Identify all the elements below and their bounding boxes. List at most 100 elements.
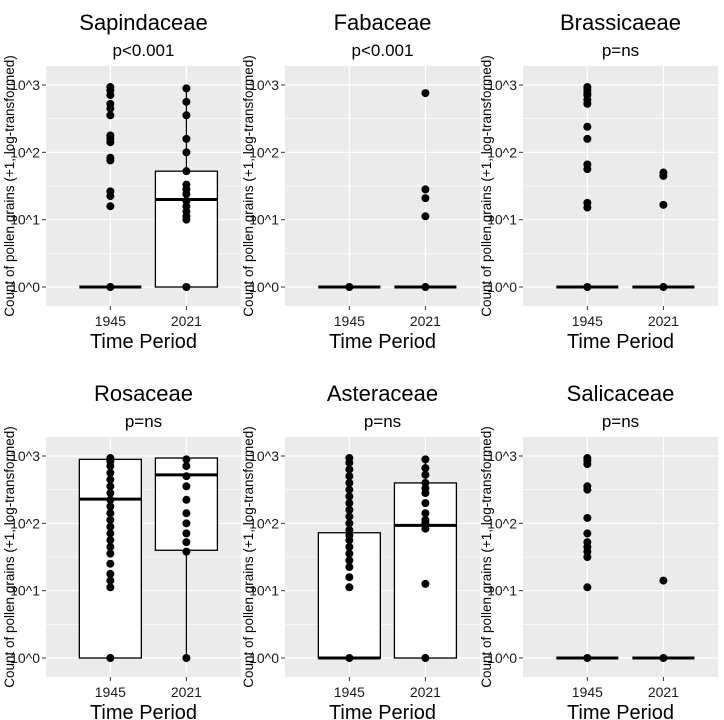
panel-sapindaceae-data-point bbox=[106, 83, 115, 92]
panel-asteraceae-x-tick-label: 1945 bbox=[334, 684, 365, 700]
panel-rosaceae-pvalue: p=ns bbox=[125, 412, 162, 431]
panel-salicaceae-x-axis-title: Time Period bbox=[567, 702, 674, 720]
panel-rosaceae-data-point bbox=[106, 515, 115, 524]
panel-salicaceae-data-point bbox=[583, 482, 592, 491]
panel-asteraceae-data-point bbox=[345, 542, 354, 551]
panel-fabaceae-data-point bbox=[421, 89, 430, 98]
panel-sapindaceae-data-point bbox=[182, 134, 191, 143]
panel-brassicaeae-y-tick-label: 10^2 bbox=[487, 144, 517, 160]
panel-rosaceae-x-tick-label: 2021 bbox=[171, 684, 202, 700]
panel-asteraceae-data-point bbox=[345, 505, 354, 514]
panel-rosaceae-data-point bbox=[182, 495, 191, 504]
panel-asteraceae-data-point bbox=[345, 454, 354, 463]
panel-asteraceae-data-point bbox=[345, 563, 354, 572]
panel-salicaceae-data-point bbox=[583, 583, 592, 592]
panel-brassicaeae-title: Brassicaeae bbox=[560, 10, 681, 35]
panel-salicaceae-y-tick-label: 10^3 bbox=[487, 448, 517, 464]
panel-brassicaeae-pvalue: p=ns bbox=[602, 41, 639, 60]
panel-sapindaceae-data-point bbox=[182, 148, 191, 157]
panel-brassicaeae-data-point bbox=[583, 283, 592, 291]
panel-rosaceae-data-point bbox=[106, 509, 115, 518]
panel-sapindaceae-data-point bbox=[106, 187, 115, 196]
panel-asteraceae-y-tick-label: 10^2 bbox=[249, 515, 279, 531]
panel-asteraceae-data-point bbox=[345, 583, 354, 592]
panel-rosaceae-data-point bbox=[106, 489, 115, 498]
panel-rosaceae-data-point bbox=[106, 475, 115, 484]
panel-rosaceae-data-point bbox=[182, 455, 191, 464]
panel-sapindaceae-pvalue: p<0.001 bbox=[113, 41, 175, 60]
panel-rosaceae-x-axis-title: Time Period bbox=[90, 702, 197, 720]
panel-rosaceae-data-point bbox=[182, 538, 191, 547]
panel-asteraceae-data-point bbox=[421, 464, 430, 473]
panel-rosaceae-y-tick-label: 10^1 bbox=[10, 583, 40, 599]
panel-asteraceae-data-point bbox=[421, 499, 430, 508]
panel-rosaceae-data-point bbox=[182, 519, 191, 528]
panel-sapindaceae-y-tick-label: 10^1 bbox=[10, 212, 40, 228]
panel-fabaceae-y-tick-label: 10^0 bbox=[249, 279, 279, 295]
panel-rosaceae-data-point bbox=[182, 482, 191, 491]
panel-fabaceae-x-tick-label: 1945 bbox=[334, 313, 365, 329]
panel-salicaceae-data-point bbox=[583, 538, 592, 547]
panel-rosaceae-data-point bbox=[106, 495, 115, 504]
panel-asteraceae-data-point bbox=[345, 654, 354, 662]
panel-salicaceae-y-axis-title: Count of pollen grains (+1, log-transfor… bbox=[479, 426, 494, 688]
panel-sapindaceae-data-point bbox=[182, 167, 191, 176]
panel-salicaceae-data-point bbox=[583, 454, 592, 463]
panel-fabaceae-y-tick-label: 10^3 bbox=[249, 77, 279, 93]
panel-rosaceae-data-point bbox=[106, 536, 115, 545]
panel-salicaceae-y-tick-label: 10^0 bbox=[487, 650, 517, 666]
panel-salicaceae-data-point bbox=[583, 654, 592, 662]
panel-asteraceae-y-tick-label: 10^3 bbox=[249, 448, 279, 464]
panel-asteraceae-data-point bbox=[345, 549, 354, 558]
panel-asteraceae-data-point bbox=[421, 579, 430, 588]
panel-brassicaeae-y-tick-label: 10^0 bbox=[487, 279, 517, 295]
panel-sapindaceae-data-point bbox=[106, 131, 115, 140]
panel-sapindaceae-x-tick-label: 1945 bbox=[95, 313, 126, 329]
panel-salicaceae-data-point bbox=[583, 529, 592, 538]
panel-rosaceae-data-point bbox=[106, 583, 115, 592]
panel-rosaceae-title: Rosaceae bbox=[94, 381, 193, 406]
panel-asteraceae-x-tick-label: 2021 bbox=[410, 684, 441, 700]
panel-asteraceae-data-point bbox=[421, 509, 430, 518]
panel-asteraceae-data-point bbox=[421, 515, 430, 524]
panel-rosaceae-data-point bbox=[106, 468, 115, 477]
panel-fabaceae-y-tick-label: 10^2 bbox=[249, 144, 279, 160]
panel-asteraceae-data-point bbox=[421, 478, 430, 487]
panel-asteraceae-data-point bbox=[421, 654, 430, 662]
panel-rosaceae-data-point bbox=[106, 559, 115, 568]
panel-fabaceae-x-axis-title: Time Period bbox=[329, 331, 436, 353]
panel-salicaceae-pvalue: p=ns bbox=[602, 412, 639, 431]
panel-salicaceae-x-tick-label: 2021 bbox=[648, 684, 679, 700]
panel-sapindaceae-x-axis-title: Time Period bbox=[90, 331, 197, 353]
panel-asteraceae-data-point bbox=[345, 519, 354, 528]
panel-rosaceae-data-point bbox=[106, 522, 115, 531]
panel-sapindaceae-data-point bbox=[182, 84, 191, 93]
panel-brassicaeae-y-tick-label: 10^1 bbox=[487, 212, 517, 228]
panel-fabaceae-title: Fabaceae bbox=[334, 10, 432, 35]
panel-rosaceae-data-point bbox=[106, 454, 115, 463]
panel-asteraceae-data-point bbox=[345, 512, 354, 521]
panel-fabaceae-data-point bbox=[421, 283, 430, 291]
panel-asteraceae-x-axis-title: Time Period bbox=[329, 702, 436, 720]
panel-rosaceae-data-point bbox=[182, 529, 191, 538]
panel-sapindaceae-data-point bbox=[106, 283, 115, 291]
panel-fabaceae-pvalue: p<0.001 bbox=[352, 41, 414, 60]
panel-sapindaceae-data-point bbox=[182, 97, 191, 106]
panel-rosaceae-data-point bbox=[106, 576, 115, 585]
panel-rosaceae-data-point bbox=[182, 654, 191, 662]
panel-brassicaeae-y-axis-title: Count of pollen grains (+1, log-transfor… bbox=[479, 55, 494, 317]
panel-brassicaeae-data-point bbox=[583, 160, 592, 169]
panel-brassicaeae-data-point bbox=[583, 198, 592, 207]
panel-fabaceae-data-point bbox=[421, 212, 430, 221]
panel-asteraceae-data-point bbox=[345, 472, 354, 481]
panel-sapindaceae-data-point bbox=[182, 111, 191, 120]
panel-sapindaceae-y-tick-label: 10^3 bbox=[10, 77, 40, 93]
panel-salicaceae-title: Salicaceae bbox=[567, 381, 675, 406]
panel-fabaceae-x-tick-label: 2021 bbox=[410, 313, 441, 329]
panel-asteraceae-data-point bbox=[345, 492, 354, 501]
panel-fabaceae-data-point bbox=[421, 194, 430, 203]
panel-sapindaceae-data-point bbox=[106, 99, 115, 108]
panel-sapindaceae-data-point bbox=[182, 196, 191, 205]
panel-rosaceae-y-axis-title: Count of pollen grains (+1, log-transfor… bbox=[2, 426, 17, 688]
